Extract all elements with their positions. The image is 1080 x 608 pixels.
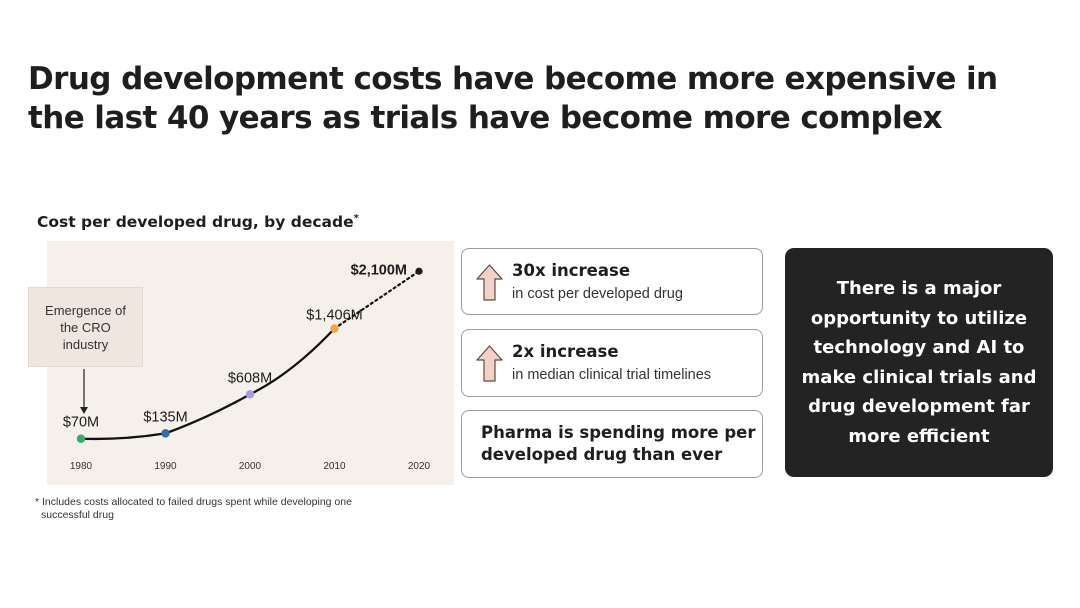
- up-arrow-icon: [476, 345, 503, 382]
- callout-box: There is a major opportunity to utilize …: [785, 248, 1053, 477]
- chart-title: Cost per developed drug, by decade*: [37, 213, 359, 231]
- series-line-segment: [248, 327, 336, 396]
- series-line-segment: [164, 393, 252, 435]
- annotation-arrow-head: [80, 407, 88, 414]
- data-point: [161, 429, 170, 438]
- chart-title-asterisk: *: [353, 213, 359, 224]
- data-label: $70M: [63, 415, 99, 431]
- line-chart: $70M $135M $608M $1,406M $2,100M 1980 1990 2000…: [63, 262, 431, 472]
- data-label: $135M: [143, 409, 187, 425]
- stat-headline: 30x increase: [512, 261, 631, 280]
- x-tick-label: 1980: [70, 461, 93, 472]
- data-label: $608M: [228, 370, 272, 386]
- stat-card-cost: 30x increase in cost per developed drug: [461, 248, 763, 315]
- cro-annotation-box: Emergence of the CRO industry: [28, 287, 143, 367]
- up-arrow-icon: [476, 264, 503, 301]
- cro-annotation-text: Emergence of the CRO industry: [45, 302, 126, 352]
- stat-card-timelines: 2x increase in median clinical trial tim…: [461, 329, 763, 397]
- x-tick-label: 2000: [239, 461, 262, 472]
- data-point: [245, 390, 255, 399]
- x-tick-label: 1990: [154, 461, 177, 472]
- chart-title-text: Cost per developed drug, by decade: [37, 213, 354, 231]
- stat-headline: Pharma is spending more per developed dr…: [481, 423, 756, 464]
- series-line-segment: [79, 432, 167, 441]
- footnote-line-1: * Includes costs allocated to failed dru…: [35, 496, 352, 508]
- footnote: * Includes costs allocated to failed dru…: [35, 496, 395, 522]
- callout-text: There is a major opportunity to utilize …: [801, 278, 1037, 447]
- stat-subtext: in cost per developed drug: [512, 286, 683, 302]
- stat-card-pharma: Pharma is spending more per developed dr…: [461, 410, 763, 478]
- data-point: [330, 324, 339, 333]
- stat-headline: 2x increase: [512, 342, 619, 361]
- footnote-line-2: successful drug: [41, 509, 114, 521]
- series-line-projection: [333, 270, 421, 330]
- x-tick-label: 2010: [323, 461, 346, 472]
- stat-subtext: in median clinical trial timelines: [512, 367, 712, 383]
- data-point: [415, 267, 423, 275]
- data-label: $1,406M: [306, 308, 362, 324]
- page-headline: Drug development costs have become more …: [28, 61, 998, 136]
- x-tick-label: 2020: [408, 461, 431, 472]
- data-point: [76, 434, 86, 443]
- data-label: $2,100M: [351, 262, 407, 278]
